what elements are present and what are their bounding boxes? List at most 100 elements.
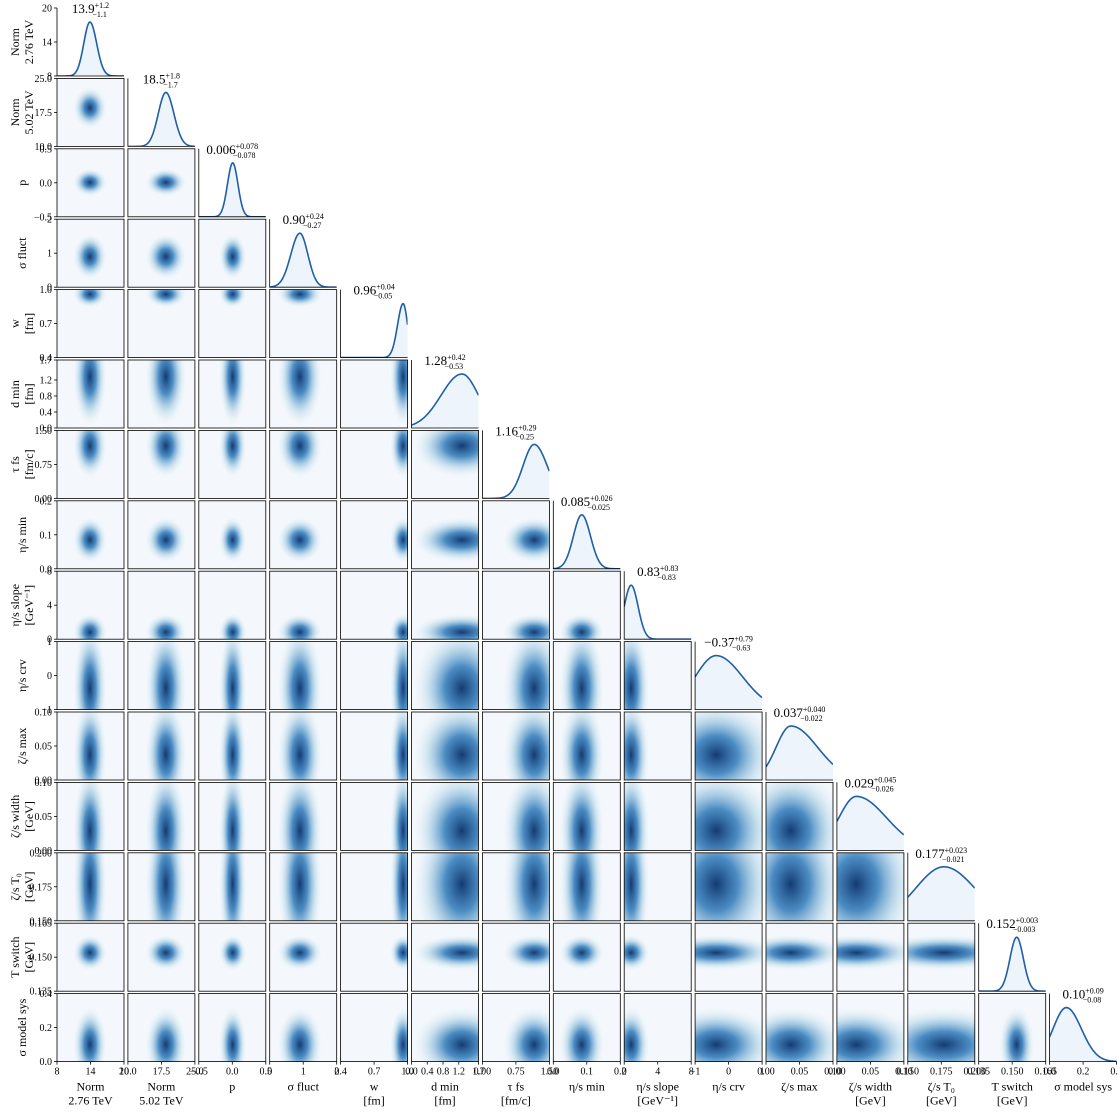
y-tick-label: 0.165 [30, 919, 53, 930]
panel [695, 923, 763, 992]
panel-frame [340, 570, 409, 640]
y-axis-label: w [8, 319, 22, 328]
y-tick-label: 8 [47, 567, 52, 578]
x-tick-label: 17.5 [153, 1067, 171, 1078]
y-tick-label: 10.0 [35, 142, 53, 153]
panel-frame [411, 711, 479, 781]
y-axis-label: 5.02 TeV [22, 90, 36, 135]
y-axis-label: τ fs [8, 456, 22, 473]
density-blob [219, 360, 247, 427]
density-blob [390, 360, 408, 427]
panel [411, 500, 479, 569]
density-blob [277, 517, 323, 563]
y-tick-label: 0.00 [35, 846, 53, 857]
panel [127, 641, 195, 710]
x-axis-label: η/s slope [636, 1080, 679, 1094]
summary-minus: −0.026 [871, 784, 894, 793]
panel [836, 993, 904, 1062]
panel [340, 360, 408, 428]
density-blob [73, 613, 107, 640]
summary-label: 0.085+0.026 −0.025 [561, 494, 613, 512]
density-blob [145, 168, 187, 197]
x-axis-label: [fm/c] [501, 1094, 531, 1108]
panel-frame [127, 711, 196, 781]
y-axis-label: [fm] [22, 313, 36, 334]
panel [978, 936, 1046, 992]
panel [198, 852, 266, 921]
panel [482, 993, 550, 1062]
x-tick-label: 25.0 [186, 1067, 204, 1078]
panel-frame [411, 852, 479, 922]
x-tick-label: 0.10 [824, 1067, 842, 1078]
summary-minus: −0.27 [303, 221, 322, 230]
panel [198, 571, 266, 640]
summary-label: 0.177+0.023 −0.021 [915, 846, 967, 864]
density-blob [73, 234, 107, 280]
panel-frame [907, 922, 976, 992]
panel [340, 993, 408, 1062]
density-blob [219, 234, 247, 280]
x-tick-label: 0.150 [1001, 1067, 1024, 1078]
panel-frame [127, 359, 196, 429]
y-tick-label: 0.2 [40, 1023, 53, 1034]
panel-frame [411, 500, 479, 570]
x-tick-label: 0.75 [507, 1067, 525, 1078]
density-blob [695, 782, 763, 851]
panel [127, 360, 195, 428]
density-blob [73, 712, 107, 780]
panel-frame [269, 570, 338, 640]
panel [340, 782, 408, 851]
density-blob [624, 641, 650, 710]
summary-plus: +0.040 [803, 705, 826, 714]
density-blob [766, 852, 833, 921]
density-blob [413, 641, 479, 710]
density-blob [277, 430, 323, 478]
panel [766, 993, 833, 1062]
density-blob [145, 234, 187, 280]
panel [624, 923, 692, 992]
summary-minus: −0.63 [732, 644, 751, 653]
y-tick-label: 1 [47, 249, 52, 260]
panel-frame [269, 852, 338, 922]
density-area [269, 233, 337, 288]
density-blob [413, 782, 479, 851]
y-axis-label: [fm/c] [22, 449, 36, 479]
panel [553, 712, 621, 780]
y-tick-label: 0.135 [30, 987, 53, 998]
density-blob [277, 289, 323, 308]
panel-frame [127, 852, 196, 922]
y-axis-label: ζ/s width [8, 795, 22, 838]
panel [411, 852, 479, 921]
panel [766, 923, 833, 992]
panel-frame [411, 429, 479, 499]
density-blob [624, 712, 650, 780]
panel-frame [340, 922, 409, 992]
panel [695, 712, 763, 780]
density-area [1049, 1007, 1117, 1062]
y-tick-label: 0.4 [40, 408, 53, 419]
panel [482, 443, 550, 499]
density-blob [145, 641, 187, 710]
summary-median: 0.177 [915, 846, 945, 861]
summary-label: 0.90+0.24 −0.27 [283, 212, 324, 230]
y-axis-label: [GeV] [22, 801, 36, 832]
density-blob [695, 1007, 763, 1062]
panel [340, 852, 408, 921]
axis-spine [765, 712, 833, 781]
density-blob [695, 852, 763, 921]
density-blob [73, 360, 107, 427]
y-tick-label: −1 [41, 705, 52, 716]
panel [127, 289, 195, 358]
x-tick-label: 0.0 [405, 1067, 418, 1078]
density-blob [836, 852, 904, 921]
density-area [624, 585, 692, 640]
density-blob [219, 289, 247, 308]
panel-frame [340, 852, 409, 922]
panel [198, 219, 266, 288]
x-tick-label: 0.1 [581, 1067, 594, 1078]
x-tick-label: 4 [655, 1067, 660, 1078]
panel [57, 993, 124, 1062]
panel [482, 500, 550, 569]
y-axis-label: η/s crv [15, 659, 29, 692]
x-axis-label: [GeV] [997, 1094, 1028, 1108]
